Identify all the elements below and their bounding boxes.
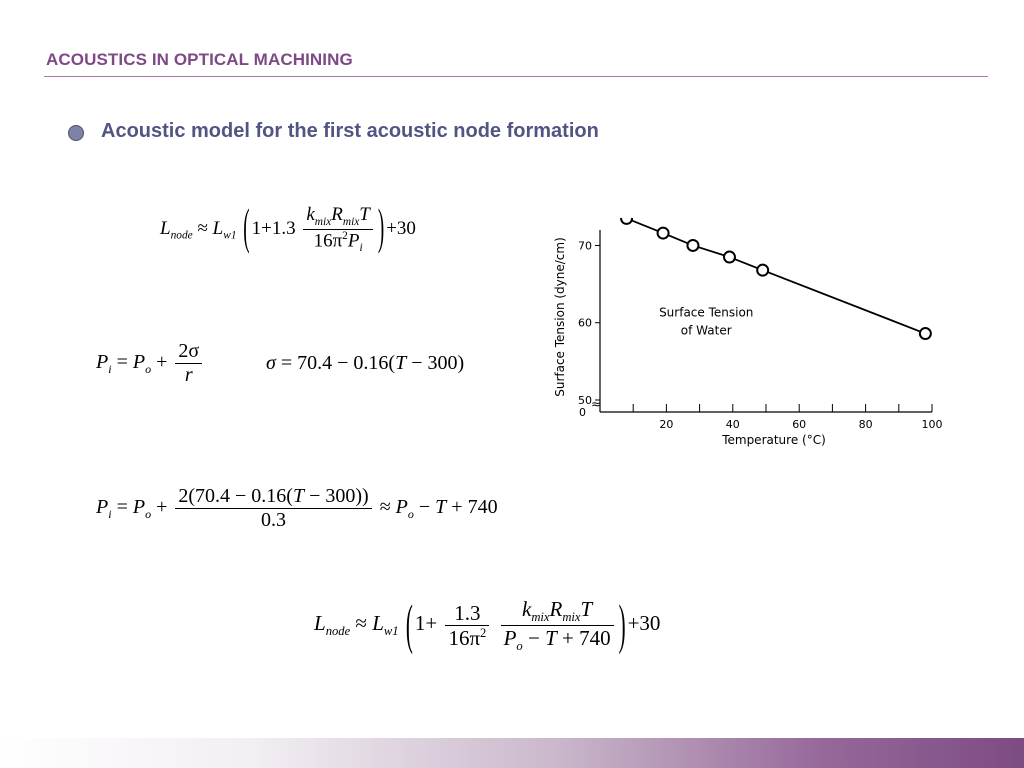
equation-fraction: kmixRmixT 16π2Pi [303, 204, 373, 255]
surface-tension-chart: 50 60 70 0 ≈20 40 60 80 100 Temperature (°C) Surfa… [553, 218, 943, 447]
equation-substituted-pressure: Pi = Po + 2(70.4 − 0.16(T − 300)) 0.3 ≈ … [96, 485, 498, 531]
chart-annotation: of Water [681, 324, 732, 338]
equation-final-node-length: Lnode ≈ Lw1 (1+ 1.3 16π2 kmixRmixT Po − … [314, 592, 661, 656]
data-point [756, 263, 770, 277]
x-tick-label: 100 [922, 418, 943, 431]
data-point [656, 226, 670, 240]
footer-gradient-bar [0, 738, 1024, 768]
equation-node-length: Lnode ≈ Lw1 (1+1.3 kmixRmixT 16π2Pi ) +30 [160, 200, 416, 256]
bullet-icon [68, 125, 84, 141]
y-tick-label: 50 [578, 394, 592, 407]
data-point [918, 327, 932, 341]
data-point [722, 250, 736, 264]
bullet-text: Acoustic model for the first acoustic no… [101, 120, 599, 142]
data-point [686, 238, 700, 252]
title-divider [44, 76, 988, 77]
slide-title: ACOUSTICS IN OPTICAL MACHINING [46, 50, 353, 69]
y-axis-label: Surface Tension (dyne/cm) [553, 237, 567, 397]
y-tick-label: 70 [578, 239, 592, 252]
chart-annotation: Surface Tension [659, 306, 753, 320]
data-point [620, 218, 634, 225]
equation-internal-pressure: Pi = Po + 2σ r [96, 340, 205, 387]
y-tick-label: 60 [578, 317, 592, 330]
y-zero-label: 0 [579, 406, 586, 419]
x-tick-label: 80 [859, 418, 873, 431]
x-axis-label: Temperature (°C) [721, 433, 826, 447]
x-tick-label: 40 [726, 418, 740, 431]
axis-break-symbol: ≈ [591, 397, 601, 411]
equation-surface-tension: σ = 70.4 − 0.16(T − 300) [266, 352, 465, 374]
x-tick-label: 60 [792, 418, 806, 431]
series-line [626, 218, 926, 335]
x-tick-label: 20 [659, 418, 673, 431]
